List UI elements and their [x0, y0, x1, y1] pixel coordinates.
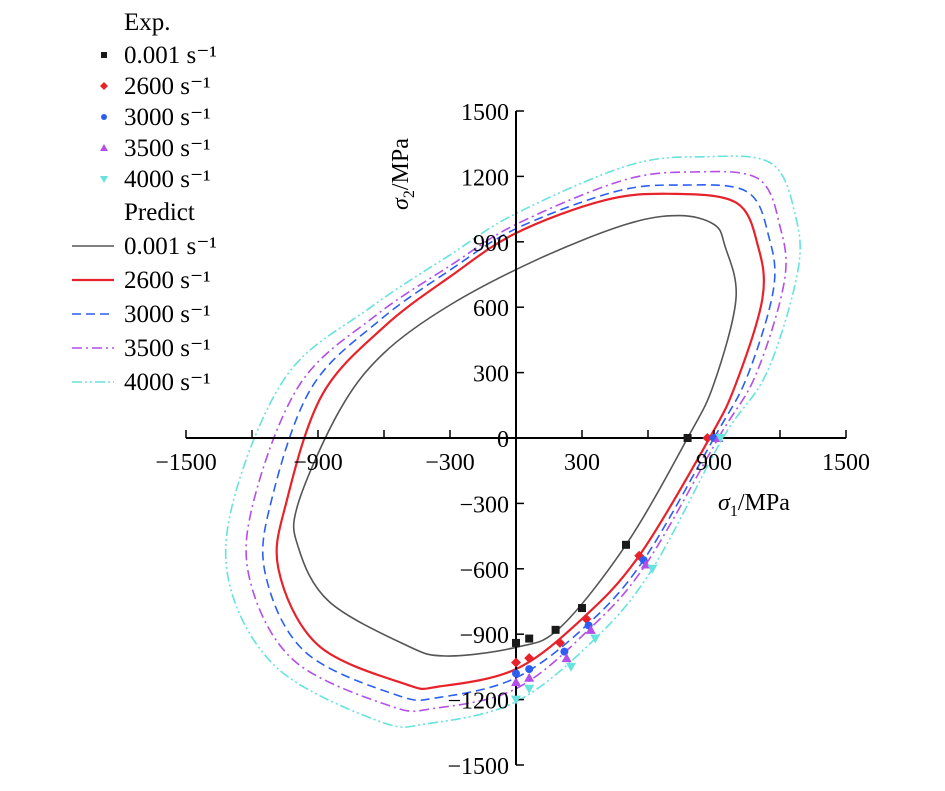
- data-point: [524, 653, 535, 664]
- data-point: [561, 653, 572, 663]
- data-point: [525, 634, 534, 643]
- data-point: [585, 624, 596, 634]
- legend: Exp. Predict 0.001 s⁻¹ 2600 s⁻¹ 3000 s⁻¹ 35…: [72, 9, 217, 396]
- legend-exp-label: 0.001 s⁻¹: [124, 42, 217, 69]
- x-tick-label: 300: [564, 450, 600, 476]
- y-tick-label: 1200: [461, 165, 509, 191]
- data-point: [524, 672, 535, 682]
- marker-layer: [511, 433, 726, 705]
- data-point: [715, 434, 726, 443]
- legend-predict-label: 0.001 s⁻¹: [124, 233, 217, 260]
- data-point: [100, 176, 108, 183]
- y-tick-label: 0: [497, 427, 509, 453]
- x-tick-label: 1500: [822, 450, 870, 476]
- tick-layer: −1500 −900 −300 300 900 1500 −1500 −1200 −900 −60…: [155, 100, 870, 780]
- y-tick-label: 300: [473, 362, 509, 388]
- data-point: [566, 662, 576, 672]
- data-point: [512, 638, 520, 647]
- y-tick-label: −900: [459, 623, 509, 649]
- data-point: [555, 637, 565, 648]
- y-tick-label: 1500: [461, 100, 509, 126]
- y-tick-label: −300: [459, 492, 509, 518]
- data-point: [581, 613, 592, 624]
- y-tick-label: −1500: [447, 754, 509, 780]
- data-point: [525, 665, 534, 674]
- data-point: [551, 625, 560, 634]
- y-tick-label: 900: [473, 231, 509, 257]
- y-tick-label: −600: [459, 558, 509, 584]
- x-tick-label: 900: [696, 450, 732, 476]
- data-point: [702, 433, 713, 443]
- legend-exp-header: Exp.: [124, 9, 171, 36]
- data-point: [100, 82, 108, 90]
- x-tick-label: −900: [293, 450, 343, 476]
- data-point: [101, 52, 107, 58]
- data-point: [683, 434, 692, 442]
- x-axis-title: σ1/MPa: [718, 490, 790, 520]
- y-axis-title: σ2/MPa: [388, 138, 418, 210]
- legend-exp-label: 3500 s⁻¹: [124, 135, 211, 162]
- data-point: [511, 677, 521, 687]
- data-point: [622, 540, 630, 549]
- y-tick-label: 600: [473, 296, 509, 322]
- predicted-curve: [292, 214, 737, 657]
- data-point: [511, 695, 521, 705]
- data-point: [101, 114, 107, 120]
- data-point: [647, 564, 658, 574]
- legend-predict-header: Predict: [124, 199, 195, 226]
- data-point: [512, 669, 520, 678]
- x-tick-label: −1500: [155, 450, 217, 476]
- legend-predict-label: 3500 s⁻¹: [124, 335, 211, 362]
- predicted-curve: [261, 184, 776, 702]
- legend-exp-label: 2600 s⁻¹: [124, 73, 211, 100]
- legend-exp-label: 3000 s⁻¹: [124, 104, 211, 131]
- data-point: [578, 604, 586, 613]
- data-point: [511, 657, 521, 668]
- data-point: [524, 684, 535, 694]
- y-tick-label: −1200: [447, 689, 509, 715]
- legend-exp-label: 4000 s⁻¹: [124, 166, 211, 193]
- predicted-curve: [275, 192, 765, 691]
- legend-predict-label: 2600 s⁻¹: [124, 267, 211, 294]
- legend-predict-label: 4000 s⁻¹: [124, 369, 211, 396]
- x-tick-label: −300: [425, 450, 475, 476]
- legend-predict-label: 3000 s⁻¹: [124, 301, 211, 328]
- predicted-curve: [245, 170, 787, 713]
- data-point: [590, 634, 601, 644]
- data-point: [100, 144, 108, 151]
